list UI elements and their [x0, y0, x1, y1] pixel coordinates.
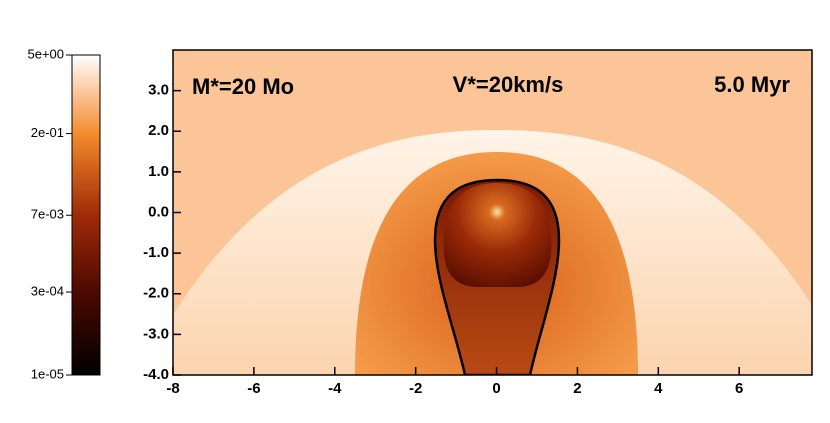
y-tick-label: -4.0	[143, 366, 169, 383]
colorbar-tick-label: 2e-01	[31, 125, 64, 140]
colorbar-tick-label: 1e-05	[31, 366, 64, 381]
y-tick-label: -3.0	[143, 325, 169, 342]
y-tick-label: 2.0	[148, 122, 169, 139]
y-tick-label: -2.0	[143, 285, 169, 302]
annotation: V*=20km/s	[453, 72, 564, 97]
y-tick-label: -1.0	[143, 244, 169, 261]
x-tick-label: -2	[409, 380, 422, 397]
colorbar-tick-label: 7e-03	[31, 207, 64, 222]
x-tick-label: 2	[573, 380, 581, 397]
x-tick-label: -6	[247, 380, 260, 397]
x-tick-label: -4	[328, 380, 342, 397]
y-tick-label: 0.0	[148, 203, 169, 220]
field	[173, 50, 812, 375]
colorbar-tick-label: 3e-04	[31, 283, 64, 298]
y-tick-label: 1.0	[148, 163, 169, 180]
x-tick-label: 0	[492, 380, 500, 397]
annotation: 5.0 Myr	[714, 72, 790, 97]
wind-bubble	[443, 183, 552, 287]
y-tick-label: 3.0	[148, 82, 169, 99]
annotation: M*=20 Mo	[192, 74, 294, 99]
colorbar-tick-label: 5e+00	[27, 46, 64, 61]
x-tick-label: 6	[735, 380, 743, 397]
x-tick-label: 4	[654, 380, 663, 397]
x-tick-label: -8	[166, 380, 179, 397]
colorbar	[71, 54, 101, 376]
